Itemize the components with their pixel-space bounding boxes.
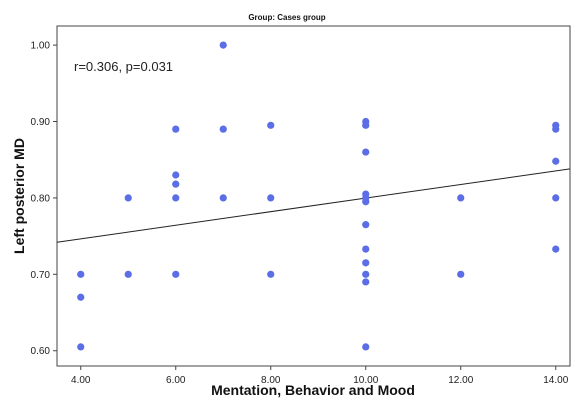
data-point [172, 180, 180, 188]
data-point [362, 343, 370, 351]
y-tick-label: 1.00 [31, 41, 51, 52]
data-point [362, 148, 370, 156]
data-point [267, 194, 275, 202]
data-point [77, 270, 85, 278]
data-point [362, 198, 370, 206]
data-point [552, 157, 560, 165]
data-points [77, 41, 560, 351]
y-tick-label: 0.60 [31, 346, 51, 357]
regression-line [56, 168, 571, 243]
x-tick-label: 14.00 [543, 375, 568, 386]
x-tick-label: 12.00 [448, 375, 473, 386]
data-point [172, 171, 180, 179]
data-point [267, 121, 275, 129]
data-point [267, 270, 275, 278]
y-axis-ticks: 0.60 0.70 0.80 0.90 1.00 [31, 41, 57, 357]
x-tick-label: 10.00 [353, 375, 378, 386]
x-tick-label: 8.00 [261, 375, 281, 386]
y-tick-label: 0.80 [31, 193, 51, 204]
y-tick-label: 0.90 [31, 117, 51, 128]
x-axis-ticks: 4.00 6.00 8.00 10.00 12.00 14.00 [71, 366, 569, 386]
x-tick-label: 4.00 [71, 375, 91, 386]
data-point [172, 194, 180, 202]
x-axis-title: Mentation, Behavior and Mood [211, 382, 415, 398]
data-point [362, 121, 370, 129]
data-point [219, 41, 227, 49]
data-point [219, 125, 227, 133]
data-point [219, 194, 227, 202]
y-tick-label: 0.70 [31, 270, 51, 281]
data-point [552, 125, 560, 133]
plot-area [56, 25, 571, 367]
chart-title: Group: Cases group [248, 13, 325, 22]
data-point [77, 293, 85, 301]
x-tick-label: 6.00 [166, 375, 186, 386]
data-point [362, 259, 370, 267]
correlation-annotation: r=0.306, p=0.031 [74, 59, 173, 74]
data-point [172, 270, 180, 278]
data-point [124, 270, 132, 278]
data-point [362, 270, 370, 278]
data-point [362, 278, 370, 286]
data-point [172, 125, 180, 133]
data-point [457, 194, 465, 202]
data-point [457, 270, 465, 278]
y-axis-title: Left posterior MD [11, 138, 27, 254]
data-point [362, 245, 370, 253]
data-point [77, 343, 85, 351]
data-point [124, 194, 132, 202]
data-point [552, 194, 560, 202]
data-point [362, 221, 370, 229]
data-point [552, 245, 560, 253]
